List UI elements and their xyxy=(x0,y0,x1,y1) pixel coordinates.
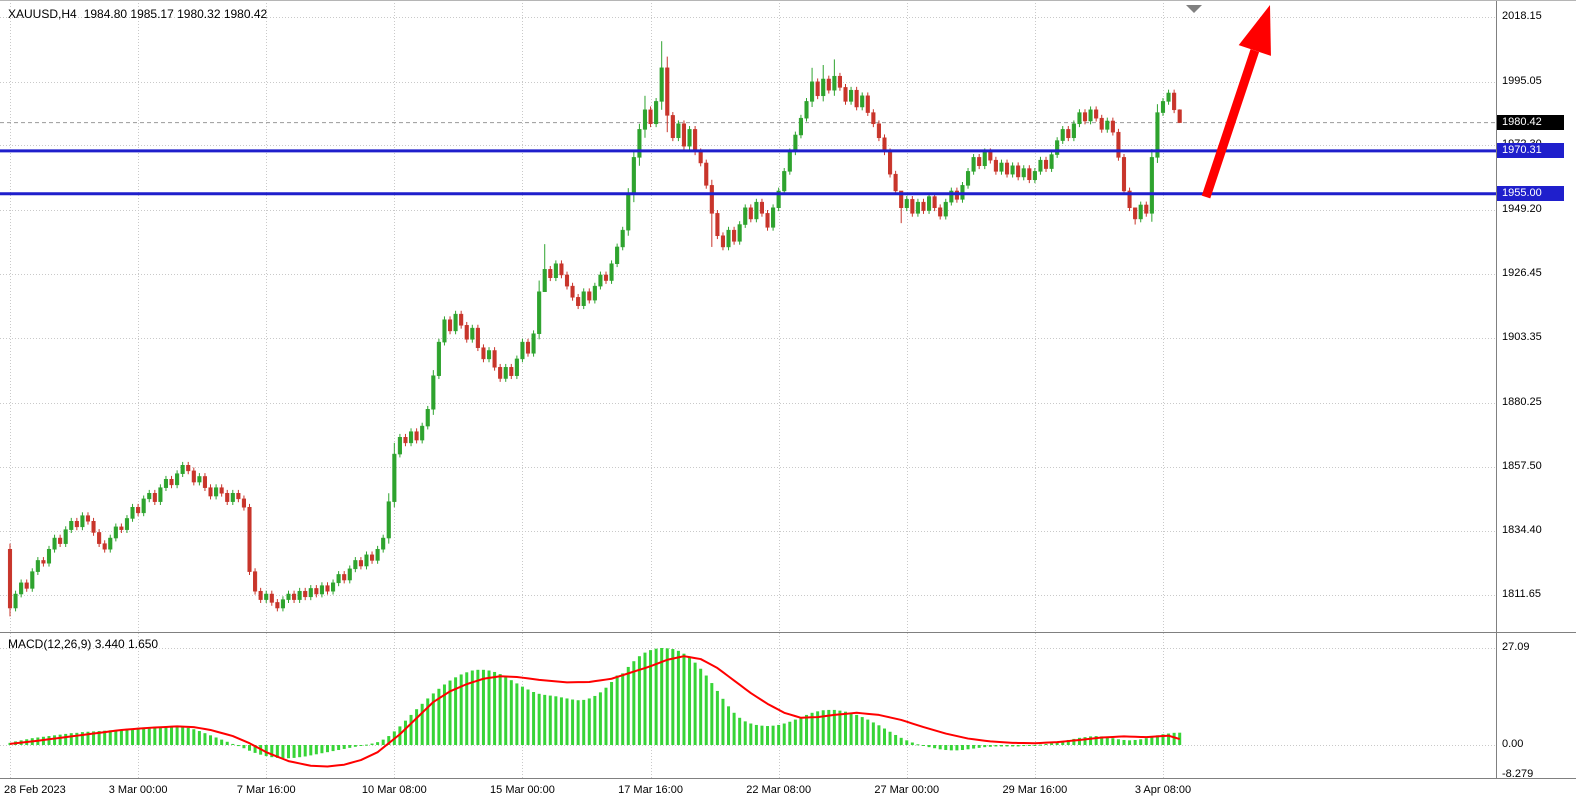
price-tick-label: 1811.65 xyxy=(1502,588,1541,600)
time-axis-label: 17 Mar 16:00 xyxy=(618,784,683,796)
time-axis-label: 7 Mar 16:00 xyxy=(236,784,296,796)
time-axis-label: 10 Mar 08:00 xyxy=(361,784,427,796)
resistance-level-badge: 1970.31 xyxy=(1497,142,1564,158)
ohlc-values-label: 1984.80 1985.17 1980.32 1980.42 xyxy=(83,7,268,21)
trend-arrow[interactable] xyxy=(1201,5,1271,199)
symbol-period-label: XAUUSD,H4 xyxy=(8,7,77,21)
macd-tick-label: 0.00 xyxy=(1502,738,1524,750)
macd-histogram xyxy=(8,648,1182,759)
price-tick-label: 1834.40 xyxy=(1502,524,1542,537)
macd-indicator-label: MACD(12,26,9) 3.440 1.650 xyxy=(8,637,159,651)
price-tick-label: 1995.05 xyxy=(1502,74,1542,87)
macd-tick-label: 27.09 xyxy=(1502,641,1530,653)
current-price-badge: 1980.42 xyxy=(1497,114,1564,130)
chart-shift-icon[interactable] xyxy=(1186,5,1202,13)
time-axis-label: 28 Feb 2023 xyxy=(4,784,66,796)
chart-title: XAUUSD,H4 1984.80 1985.17 1980.32 1980.42 xyxy=(8,7,267,21)
time-axis-label: 29 Mar 16:00 xyxy=(1002,784,1068,796)
time-axis-label: 22 Mar 08:00 xyxy=(746,784,812,796)
macd-axis[interactable]: 27.09 0.00 -8.279 xyxy=(1500,1,1576,812)
price-tick-label: 1903.35 xyxy=(1502,331,1542,344)
price-tick-label: 1949.20 xyxy=(1502,202,1542,215)
panel-separators xyxy=(0,1,1576,779)
candles xyxy=(7,41,1182,617)
price-tick-label: 1880.25 xyxy=(1502,395,1542,408)
price-tick-label: 1926.45 xyxy=(1502,266,1542,279)
support-level-badge: 1955.00 xyxy=(1497,185,1564,201)
macd-signal-line xyxy=(9,655,1180,768)
time-axis-label: 27 Mar 00:00 xyxy=(874,784,940,796)
macd-tick-label: -8.279 xyxy=(1502,767,1534,780)
time-axis-label: 3 Apr 08:00 xyxy=(1134,784,1192,796)
time-axis-label: 3 Mar 00:00 xyxy=(108,784,168,796)
time-axis-label: 15 Mar 00:00 xyxy=(490,784,555,796)
price-tick-label: 1857.50 xyxy=(1502,459,1542,472)
price-tick-label: 2018.15 xyxy=(1502,10,1542,22)
